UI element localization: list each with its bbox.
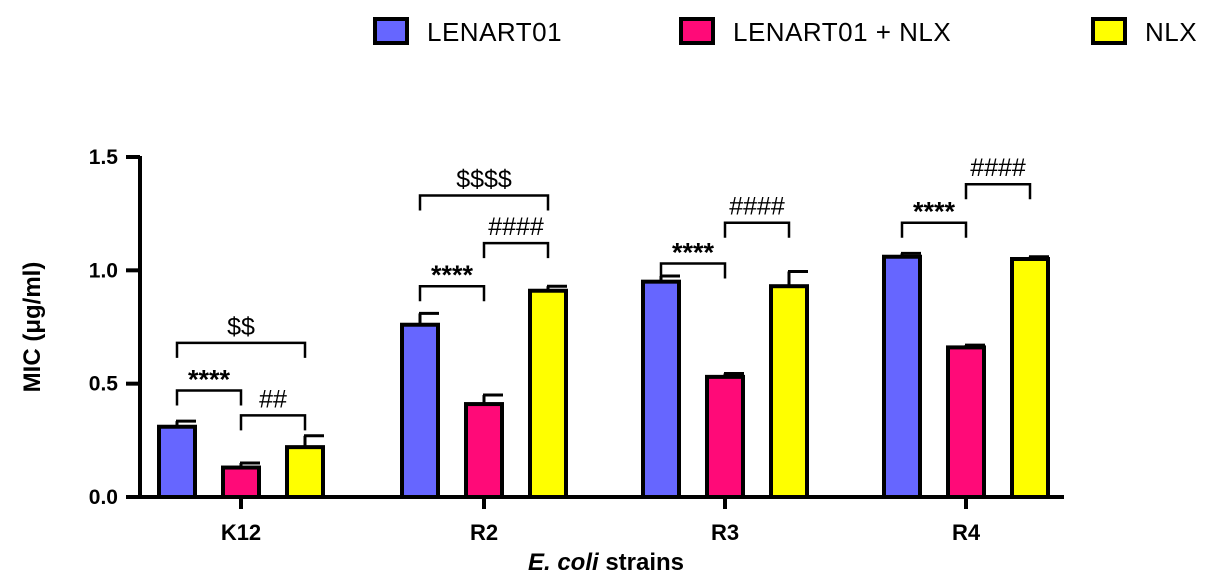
bar: [157, 424, 197, 500]
x-axis-title-italic: E. coli: [528, 549, 600, 576]
significance-bracket: [723, 221, 791, 238]
x-axis-title: E. coli strains: [528, 549, 684, 576]
significance-label: ####: [729, 193, 785, 221]
legend-label-lenart01: LENART01: [427, 17, 562, 47]
bar: [221, 465, 261, 499]
bar: [946, 345, 986, 499]
significance-bracket: [964, 182, 1032, 200]
significance-bracket: [418, 194, 550, 211]
significance-bracket: [175, 389, 243, 406]
significance-label: ####: [488, 213, 544, 241]
significance-label: ****: [672, 238, 715, 268]
bar: [528, 288, 568, 499]
legend-label-nlx: NLX: [1145, 17, 1197, 47]
y-axis-title: MIC (μg/ml): [19, 262, 46, 393]
significance-label: ****: [188, 364, 231, 394]
bar: [285, 445, 325, 499]
significance-bracket: [900, 221, 968, 238]
legend-label-lenart01-nlx: LENART01 + NLX: [733, 17, 951, 47]
x-tick-label: R3: [711, 520, 739, 545]
legend: LENART01 LENART01 + NLX NLX: [373, 17, 1197, 47]
bar: [400, 322, 440, 499]
legend-swatch-lenart01: [373, 17, 409, 45]
significance-label: ****: [431, 260, 474, 290]
bar: [705, 374, 745, 499]
plot-area: 0.0 0.5 1.0 1.5 K12 R2 R3 R4 **** ## $$ **** #### $$$…: [89, 146, 1064, 545]
x-tick-label: R2: [470, 520, 498, 545]
x-tick-label: R4: [952, 520, 981, 545]
y-tick-label: 0.5: [89, 373, 119, 396]
x-axis-title-rest: strains: [599, 549, 684, 576]
significance-label: $$$$: [456, 166, 512, 194]
significance-label: ####: [970, 154, 1026, 182]
significance-bracket: [418, 284, 486, 302]
bar: [882, 254, 922, 499]
y-tick-label: 1.5: [89, 146, 119, 169]
legend-swatch-nlx: [1091, 17, 1127, 45]
bar: [464, 402, 504, 500]
y-tick-label: 0.0: [89, 486, 118, 509]
bar: [769, 284, 809, 500]
significance-bracket: [175, 341, 307, 358]
significance-bracket: [482, 241, 550, 259]
significance-label: ##: [259, 385, 287, 413]
y-tick-label: 1.0: [89, 259, 118, 282]
significance-bracket: [659, 262, 727, 279]
bar: [1010, 257, 1050, 499]
significance-bracket: [239, 414, 307, 431]
x-tick-label: K12: [221, 520, 261, 545]
significance-label: ****: [913, 197, 956, 227]
legend-swatch-lenart01-nlx: [679, 17, 715, 45]
significance-label: $$: [227, 313, 255, 341]
bar: [641, 279, 681, 499]
